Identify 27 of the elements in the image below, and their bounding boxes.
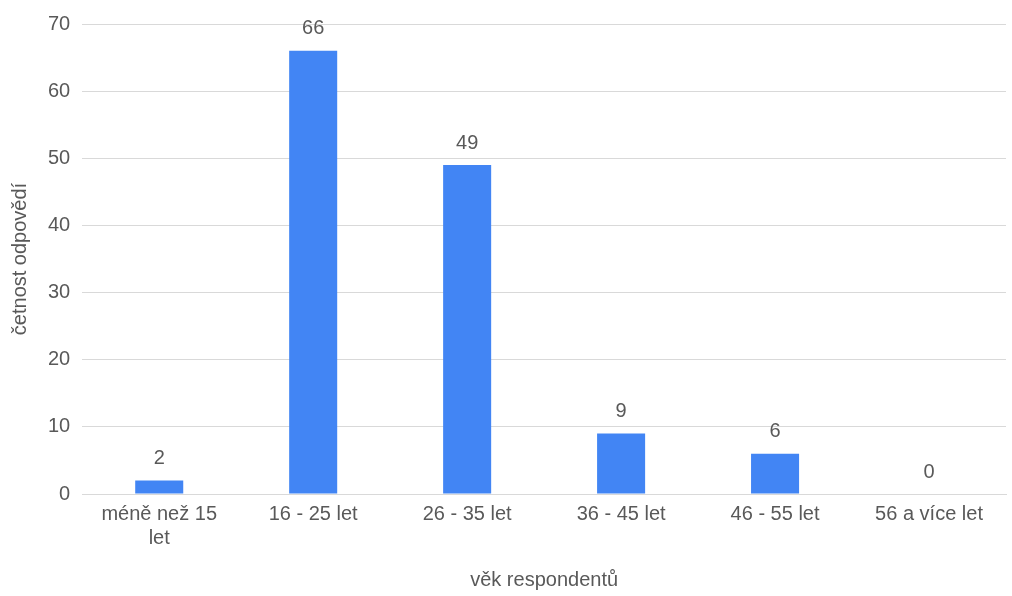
data-label: 9: [615, 399, 627, 422]
x-tick-label: 16 - 25 let: [268, 501, 359, 524]
data-label: 0: [923, 459, 935, 482]
y-tick-label: 70: [48, 11, 71, 34]
bar: [443, 165, 492, 494]
bar: [751, 453, 800, 494]
bar: [597, 433, 646, 494]
data-label: 49: [456, 130, 479, 153]
y-tick-label: 10: [48, 414, 71, 437]
bar: [135, 480, 184, 494]
x-tick-label: méně než 15 let: [101, 501, 218, 548]
bar: [289, 50, 338, 494]
x-tick-label: 56 a více let: [875, 501, 984, 524]
y-tick-label: 0: [59, 481, 71, 504]
x-tick-label: 46 - 55 let: [730, 501, 820, 524]
x-axis-title: věk respondentů: [470, 567, 619, 590]
y-tick-label: 40: [48, 212, 71, 235]
data-label: 6: [769, 419, 781, 442]
y-axis-title: četnost odpovědí: [7, 182, 30, 336]
data-label: 2: [153, 446, 165, 469]
data-label: 66: [302, 16, 325, 39]
y-tick-label: 50: [48, 145, 71, 168]
y-tick-label: 30: [48, 280, 71, 303]
x-tick-label: 26 - 35 let: [422, 501, 513, 524]
y-tick-label: 20: [48, 347, 71, 370]
x-tick-label: 36 - 45 let: [576, 501, 667, 524]
y-tick-label: 60: [48, 78, 71, 101]
